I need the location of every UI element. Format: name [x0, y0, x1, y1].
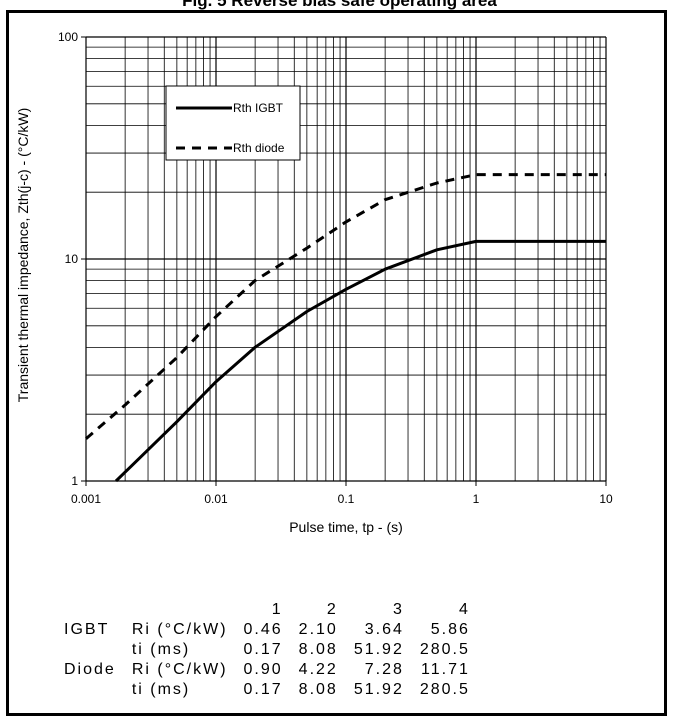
table-header-cell: 2 [326, 601, 338, 618]
table-row: ti (ms) 0.17 8.08 51.92 280.5 [56, 680, 478, 700]
chart-lines [85, 173, 606, 483]
x-tick-label: 10 [599, 492, 613, 506]
param-label: ti (ms) [131, 681, 191, 698]
table-header-row: 1 2 3 4 [56, 600, 478, 620]
param-value: 8.08 [298, 681, 338, 698]
chart-legend: Rth IGBT Rth diode [165, 85, 301, 161]
param-label: Ri (°C/kW) [131, 621, 228, 638]
figure-frame [6, 10, 667, 716]
chart-tick-labels: 0.001 0.01 0.1 1 10 1 10 100 [58, 30, 613, 506]
param-value: 5.86 [430, 621, 470, 638]
param-value: 0.46 [243, 621, 283, 638]
y-tick-label: 1 [71, 474, 78, 488]
y-tick-label: 10 [65, 252, 79, 266]
param-value: 2.10 [298, 621, 338, 638]
table-header-cell: 1 [271, 601, 283, 618]
x-tick-label: 0.01 [204, 492, 228, 506]
table-row: Diode Ri (°C/kW) 0.90 4.22 7.28 11.71 [56, 660, 478, 680]
device-name [56, 640, 124, 660]
table-row: IGBT Ri (°C/kW) 0.46 2.10 3.64 5.86 [56, 620, 478, 640]
param-value: 4.22 [298, 661, 338, 678]
param-label: Ri (°C/kW) [131, 661, 228, 678]
param-value: 3.64 [364, 621, 404, 638]
legend-label: Rth diode [233, 141, 285, 155]
param-value: 51.92 [353, 681, 404, 698]
x-tick-label: 1 [473, 492, 480, 506]
table-row: ti (ms) 0.17 8.08 51.92 280.5 [56, 640, 478, 660]
legend-box [165, 85, 301, 161]
x-tick-label: 0.001 [71, 492, 101, 506]
x-tick-label: 0.1 [338, 492, 355, 506]
device-name [56, 680, 124, 700]
table-header-cell: 3 [392, 601, 404, 618]
param-value: 51.92 [353, 641, 404, 658]
y-tick-label: 100 [58, 30, 78, 44]
chart-grid [81, 36, 607, 486]
param-value: 8.08 [298, 641, 338, 658]
device-name: Diode [64, 661, 116, 678]
param-value: 280.5 [419, 641, 470, 658]
table-header-cell: 4 [459, 601, 470, 618]
x-axis-label: Pulse time, tp - (s) [289, 519, 403, 535]
chart-title: Fig. 5 Reverse bias safe operating area [182, 0, 497, 10]
param-value: 0.90 [243, 661, 283, 678]
y-axis-label: Transient thermal impedance, Zth(j-c) - … [15, 107, 32, 403]
device-name: IGBT [64, 621, 110, 638]
thermal-parameters-table: 1 2 3 4 IGBT Ri (°C/kW) 0.46 2.10 3.64 5… [56, 600, 478, 700]
param-value: 0.17 [243, 641, 283, 658]
legend-label: Rth IGBT [233, 101, 284, 115]
param-value: 0.17 [243, 681, 283, 698]
series-line-diode [85, 173, 606, 440]
series-line-igbt [114, 239, 606, 483]
param-value: 280.5 [419, 681, 470, 698]
param-value: 11.71 [421, 661, 470, 678]
param-value: 7.28 [364, 661, 404, 678]
param-label: ti (ms) [131, 641, 191, 658]
